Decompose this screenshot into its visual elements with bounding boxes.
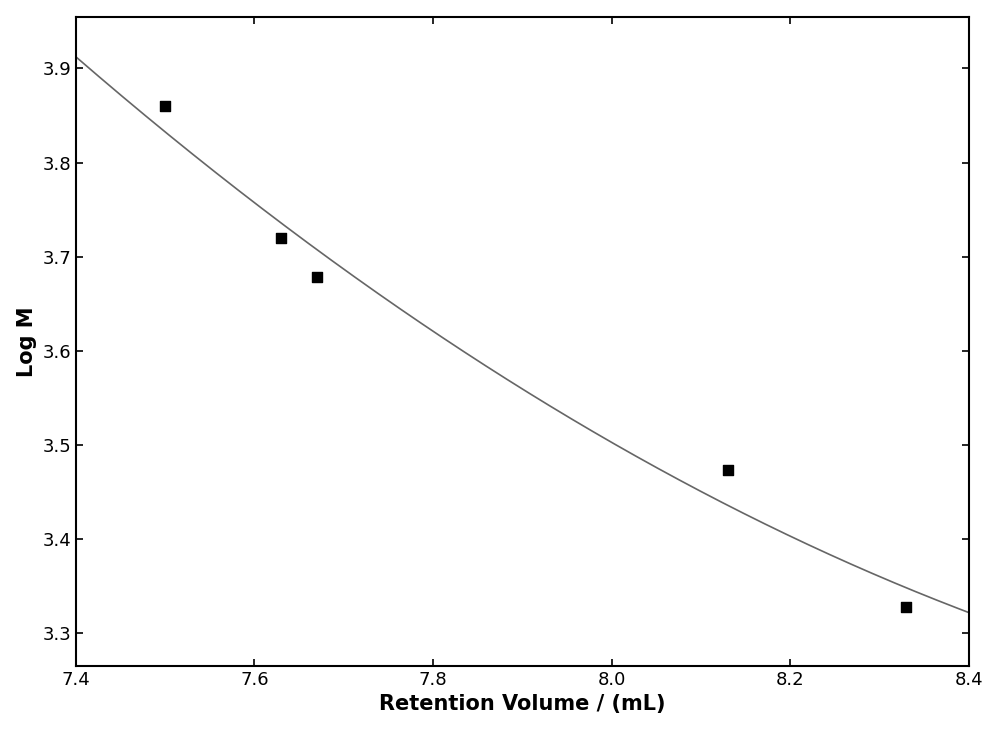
Point: [720, 464, 736, 476]
Point: [157, 100, 173, 112]
X-axis label: Retention Volume / (mL): Retention Volume / (mL): [379, 694, 666, 714]
Point: [309, 271, 325, 283]
Point: [898, 601, 914, 613]
Point: [273, 232, 289, 243]
Y-axis label: Log M: Log M: [17, 306, 37, 376]
